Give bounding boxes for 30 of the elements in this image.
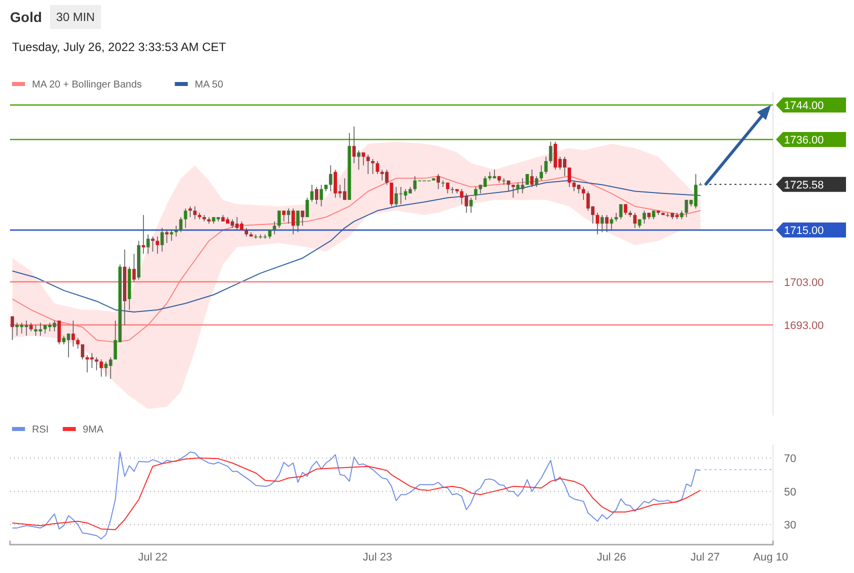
line-series <box>12 458 701 530</box>
legend-label: 9MA <box>82 424 104 436</box>
y-tick-label: 30 <box>784 520 796 532</box>
y-tick-label: 50 <box>784 486 796 498</box>
legend-label: MA 50 <box>194 80 224 90</box>
chart-title: Gold <box>10 9 42 25</box>
y-tick-label: 1693.00 <box>784 320 824 332</box>
x-tick-label: Jul 26 <box>596 552 626 564</box>
candlestick <box>526 174 529 186</box>
candlestick <box>165 230 169 244</box>
text: Tuesday, July 26, 2022 3:33:53 AM CET <box>12 40 227 54</box>
candlestick <box>450 186 454 194</box>
y-tick-label: 1736.00 <box>784 134 824 146</box>
x-tick-label: Jul 22 <box>138 552 168 564</box>
x-tick-label: Jul 23 <box>362 552 392 564</box>
y-tick-label: 1725.58 <box>784 179 824 192</box>
y-tick-label: 1703.00 <box>784 276 824 289</box>
legend-label: MA 20 + Bollinger Bands <box>32 80 142 90</box>
y-tick-label: 1744.00 <box>784 100 824 112</box>
line-series <box>12 452 701 540</box>
candlestick <box>320 184 323 207</box>
y-tick-label: 1715.00 <box>784 225 824 238</box>
candlestick <box>151 236 154 252</box>
chart-subtitle: 30 MIN <box>56 10 95 24</box>
candlestick <box>342 178 346 200</box>
x-tick-label: Jul 27 <box>690 552 720 564</box>
y-tick-label: 70 <box>784 453 796 466</box>
legend-label: RSI <box>32 424 49 436</box>
candlestick <box>282 210 286 222</box>
x-tick-label: Aug 10 <box>753 552 788 564</box>
